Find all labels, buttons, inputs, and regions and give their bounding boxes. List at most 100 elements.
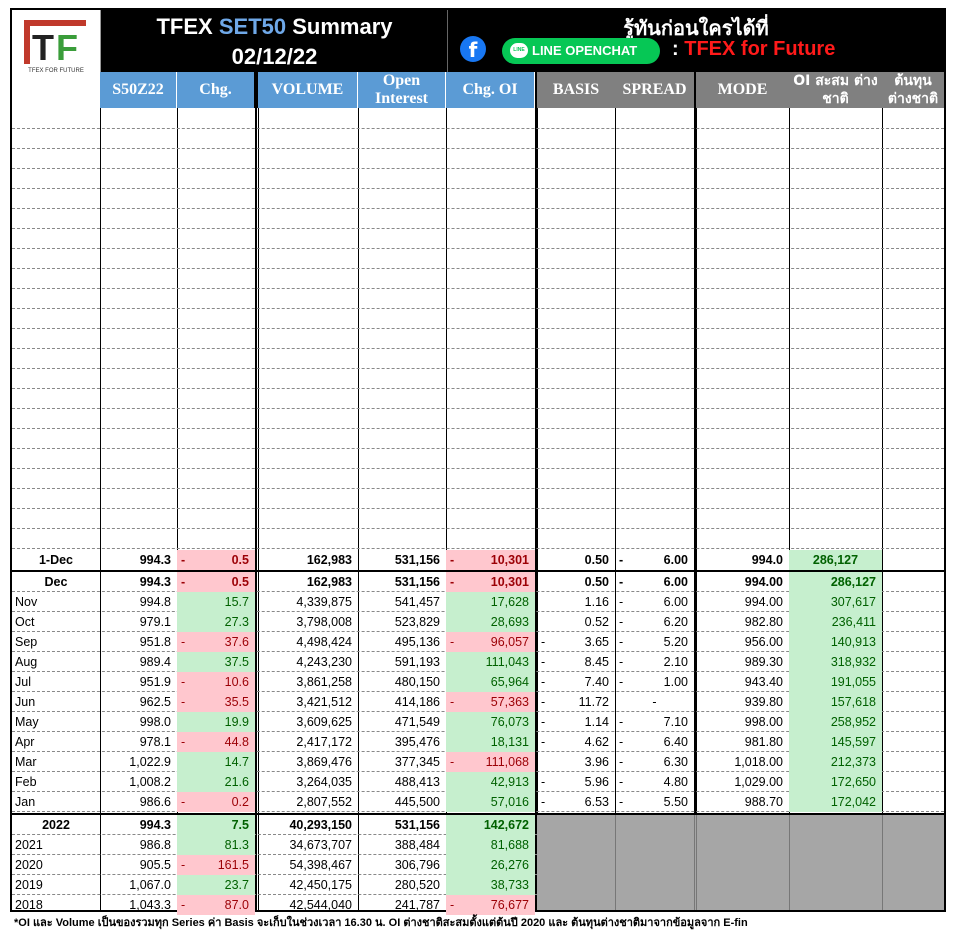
- month-label: Jan: [15, 795, 36, 809]
- month-chg-oi-value: 42,913: [490, 775, 529, 789]
- year-chg: 23.7: [177, 875, 255, 895]
- month-price: 1,022.9: [129, 755, 171, 769]
- month-chg: 14.7: [177, 752, 255, 772]
- empty-row-divider: [12, 348, 944, 350]
- col-head-chg: Chg.: [177, 72, 254, 108]
- year-chg-sign: -: [181, 898, 186, 912]
- month-volume: 162,983: [306, 575, 352, 589]
- month-chg-oi-sign: -: [450, 635, 455, 649]
- year-oi: 388,484: [394, 838, 440, 852]
- col-head-mode: MODE: [696, 72, 789, 108]
- column-divider: [615, 108, 616, 910]
- svg-text:F: F: [56, 27, 78, 68]
- month-basis-sign: -: [541, 655, 546, 669]
- month-spread-value: 4.80: [663, 775, 688, 789]
- col-head-foreign-oi: OI สะสม ต่างชาติ: [789, 72, 882, 108]
- month-oi: 495,136: [394, 635, 440, 649]
- month-spread: - 2.10: [615, 652, 694, 672]
- column-divider: [694, 815, 695, 910]
- month-chg-sign: -: [181, 635, 186, 649]
- year-price: 986.8: [139, 838, 171, 852]
- month-chg-oi: 57,016: [446, 792, 535, 812]
- month-basis-value: 0.50: [584, 575, 609, 589]
- month-chg-oi-value: 28,693: [490, 615, 529, 629]
- year-oi: 241,787: [394, 898, 440, 912]
- row-divider: [12, 854, 537, 856]
- day-row-label: 1-Dec: [38, 553, 74, 567]
- month-spread-sign: -: [619, 675, 624, 689]
- month-spread-sign: -: [619, 735, 624, 749]
- month-oi: 377,345: [394, 755, 440, 769]
- month-chg-sign: -: [181, 795, 186, 809]
- month-chg: - 35.5: [177, 692, 255, 712]
- month-chg: 19.9: [177, 712, 255, 732]
- day-row-chg-sign: -: [181, 553, 186, 567]
- month-mode: 988.70: [744, 795, 783, 809]
- year-chg-value: 7.5: [231, 818, 249, 832]
- month-chg: - 10.6: [177, 672, 255, 692]
- month-chg-oi: 42,913: [446, 772, 535, 792]
- month-spread-sign: -: [619, 575, 624, 589]
- month-chg: 27.3: [177, 612, 255, 632]
- month-spread-sign: -: [619, 755, 624, 769]
- month-spread-value: 6.40: [663, 735, 688, 749]
- title-suffix: Summary: [292, 14, 393, 39]
- day-row-foreign-oi: 286,127: [789, 550, 882, 570]
- month-basis-value: 7.40: [584, 675, 609, 689]
- year-oi: 531,156: [394, 818, 440, 832]
- month-label: Dec: [44, 575, 68, 589]
- line-icon: LINE: [510, 43, 528, 58]
- month-basis: 3.96: [537, 752, 615, 772]
- month-chg-sign: -: [181, 675, 186, 689]
- svg-text:T: T: [32, 27, 54, 68]
- day-row-spread-sign: -: [619, 553, 624, 567]
- year-price: 905.5: [139, 858, 171, 872]
- month-mode: 1,018.00: [734, 755, 783, 769]
- day-row-chg-oi-value: 10,301: [490, 553, 529, 567]
- month-label: Oct: [15, 615, 35, 629]
- month-foreign-oi: 145,597: [789, 732, 882, 752]
- month-price: 994.8: [139, 595, 171, 609]
- month-foreign-oi: 140,913: [789, 632, 882, 652]
- month-chg-value: 37.6: [224, 635, 249, 649]
- month-foreign-oi: 157,618: [789, 692, 882, 712]
- col-head-foreign-cost: ต้นทุน ต่างชาติ: [882, 72, 944, 108]
- month-basis: 0.50: [537, 572, 615, 592]
- line-openchat-button[interactable]: LINE LINE OPENCHAT: [502, 38, 660, 64]
- month-spread-value: 6.00: [663, 575, 688, 589]
- column-divider: [615, 815, 616, 910]
- month-volume: 3,861,258: [296, 675, 352, 689]
- month-volume: 3,609,625: [296, 715, 352, 729]
- month-spread: - 6.30: [615, 752, 694, 772]
- column-divider: [446, 108, 447, 910]
- month-basis-sign: -: [541, 795, 546, 809]
- promo-text: รู้ทันก่อนใครได้ที่: [623, 18, 769, 40]
- month-basis: - 4.62: [537, 732, 615, 752]
- header-bar: TFEX SET50 Summary 02/12/22 รู้ทันก่อนใค…: [12, 10, 944, 72]
- month-chg-oi-value: 10,301: [490, 575, 529, 589]
- year-label: 2022: [42, 818, 70, 832]
- month-chg-oi: 76,073: [446, 712, 535, 732]
- year-chg: - 87.0: [177, 895, 255, 915]
- month-volume: 2,417,172: [296, 735, 352, 749]
- month-mode: 956.00: [744, 635, 783, 649]
- month-chg-oi-sign: -: [450, 695, 455, 709]
- day-row-oi: 531,156: [394, 553, 440, 567]
- month-oi: 523,829: [394, 615, 440, 629]
- month-chg-value: 15.7: [224, 595, 249, 609]
- year-chg-oi: 81,688: [446, 835, 535, 855]
- month-basis-value: 1.16: [584, 595, 609, 609]
- facebook-icon[interactable]: f: [460, 36, 486, 62]
- empty-row-divider: [12, 268, 944, 270]
- month-spread: - 1.00: [615, 672, 694, 692]
- year-chg: - 161.5: [177, 855, 255, 875]
- month-oi: 471,549: [394, 715, 440, 729]
- month-chg: 21.6: [177, 772, 255, 792]
- year-chg-oi: - 76,677: [446, 895, 535, 915]
- column-divider: [789, 815, 790, 910]
- empty-row-divider: [12, 508, 944, 510]
- month-spread-value: 7.10: [663, 715, 688, 729]
- month-volume: 2,807,552: [296, 795, 352, 809]
- day-row-chg: - 0.5: [177, 550, 255, 570]
- month-chg-oi-value: 57,363: [490, 695, 529, 709]
